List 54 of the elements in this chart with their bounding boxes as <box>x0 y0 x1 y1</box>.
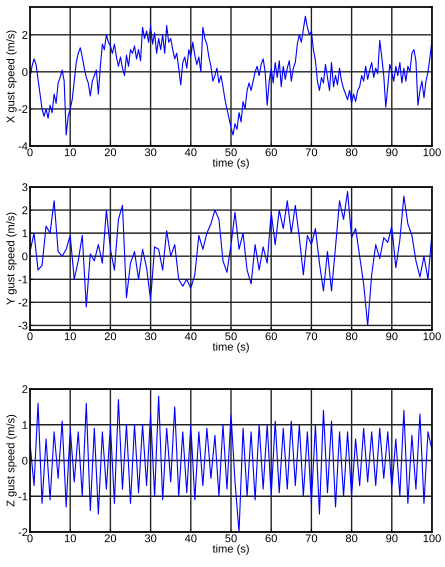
x-tick-label: 90 <box>386 332 398 340</box>
y-tick-label: -2 <box>18 528 28 536</box>
x-tick-label: 20 <box>104 148 116 156</box>
y-tick-label: 0 <box>22 68 28 76</box>
x-tick-label: 70 <box>306 332 318 340</box>
y-tick-label: 3 <box>22 183 28 192</box>
y-tick-label: -3 <box>18 322 28 330</box>
x-tick-label: 30 <box>144 534 156 542</box>
y-tick-label: 1 <box>22 230 28 238</box>
y-tick-label: 0 <box>22 456 28 465</box>
y-tick-label: 2 <box>22 31 28 39</box>
y-axis-title: X gust speed (m/s) <box>6 30 17 123</box>
x-tick-label: 50 <box>225 332 237 340</box>
y-tick-label: 2 <box>22 385 28 394</box>
x-tick-label: 100 <box>424 332 441 340</box>
y-tick-label: -1 <box>18 492 28 500</box>
x-tick-label: 10 <box>64 534 76 542</box>
x-tick-label: 60 <box>266 332 277 340</box>
x-axis-title: time (s) <box>212 342 249 353</box>
y-tick-label: 2 <box>22 206 28 214</box>
line-series <box>30 16 432 136</box>
x-tick-label: 60 <box>266 534 277 542</box>
x-axis-title: time (s) <box>212 544 249 555</box>
y-tick-label: -2 <box>18 298 28 306</box>
x-tick-label: 50 <box>225 148 237 156</box>
x-tick-label: 40 <box>184 332 197 340</box>
x-tick-label: 20 <box>104 534 116 542</box>
x-tick-label: 100 <box>424 148 441 156</box>
x-tick-label: 80 <box>346 534 358 542</box>
x-tick-label: 70 <box>306 148 318 156</box>
x-tick-label: 10 <box>64 332 76 340</box>
x-tick-label: 30 <box>144 332 156 340</box>
x-tick-label: 40 <box>184 148 197 156</box>
y-tick-label: 1 <box>22 421 28 429</box>
x-tick-label: 80 <box>346 332 358 340</box>
y-tick-label: -4 <box>18 142 28 150</box>
x-tick-label: 80 <box>346 148 358 156</box>
x-tick-label: 20 <box>104 332 116 340</box>
x-tick-label: 70 <box>306 534 318 542</box>
x-tick-label: 10 <box>64 148 76 156</box>
y-axis-title: Z gust speed (m/s) <box>6 414 17 506</box>
x-tick-label: 40 <box>184 534 197 542</box>
x-tick-label: 90 <box>386 148 398 156</box>
y-tick-label: -1 <box>18 276 28 284</box>
x-tick-label: 30 <box>144 148 156 156</box>
y-tick-label: -2 <box>18 105 28 113</box>
y-axis-title: Y gust speed (m/s) <box>6 212 17 305</box>
y-tick-label: 0 <box>22 252 28 260</box>
x-tick-label: 90 <box>386 534 398 542</box>
x-tick-label: 100 <box>424 534 441 542</box>
x-axis-title: time (s) <box>212 158 249 169</box>
x-tick-label: 50 <box>225 534 237 542</box>
x-tick-label: 60 <box>266 148 277 156</box>
line-series <box>30 191 432 326</box>
